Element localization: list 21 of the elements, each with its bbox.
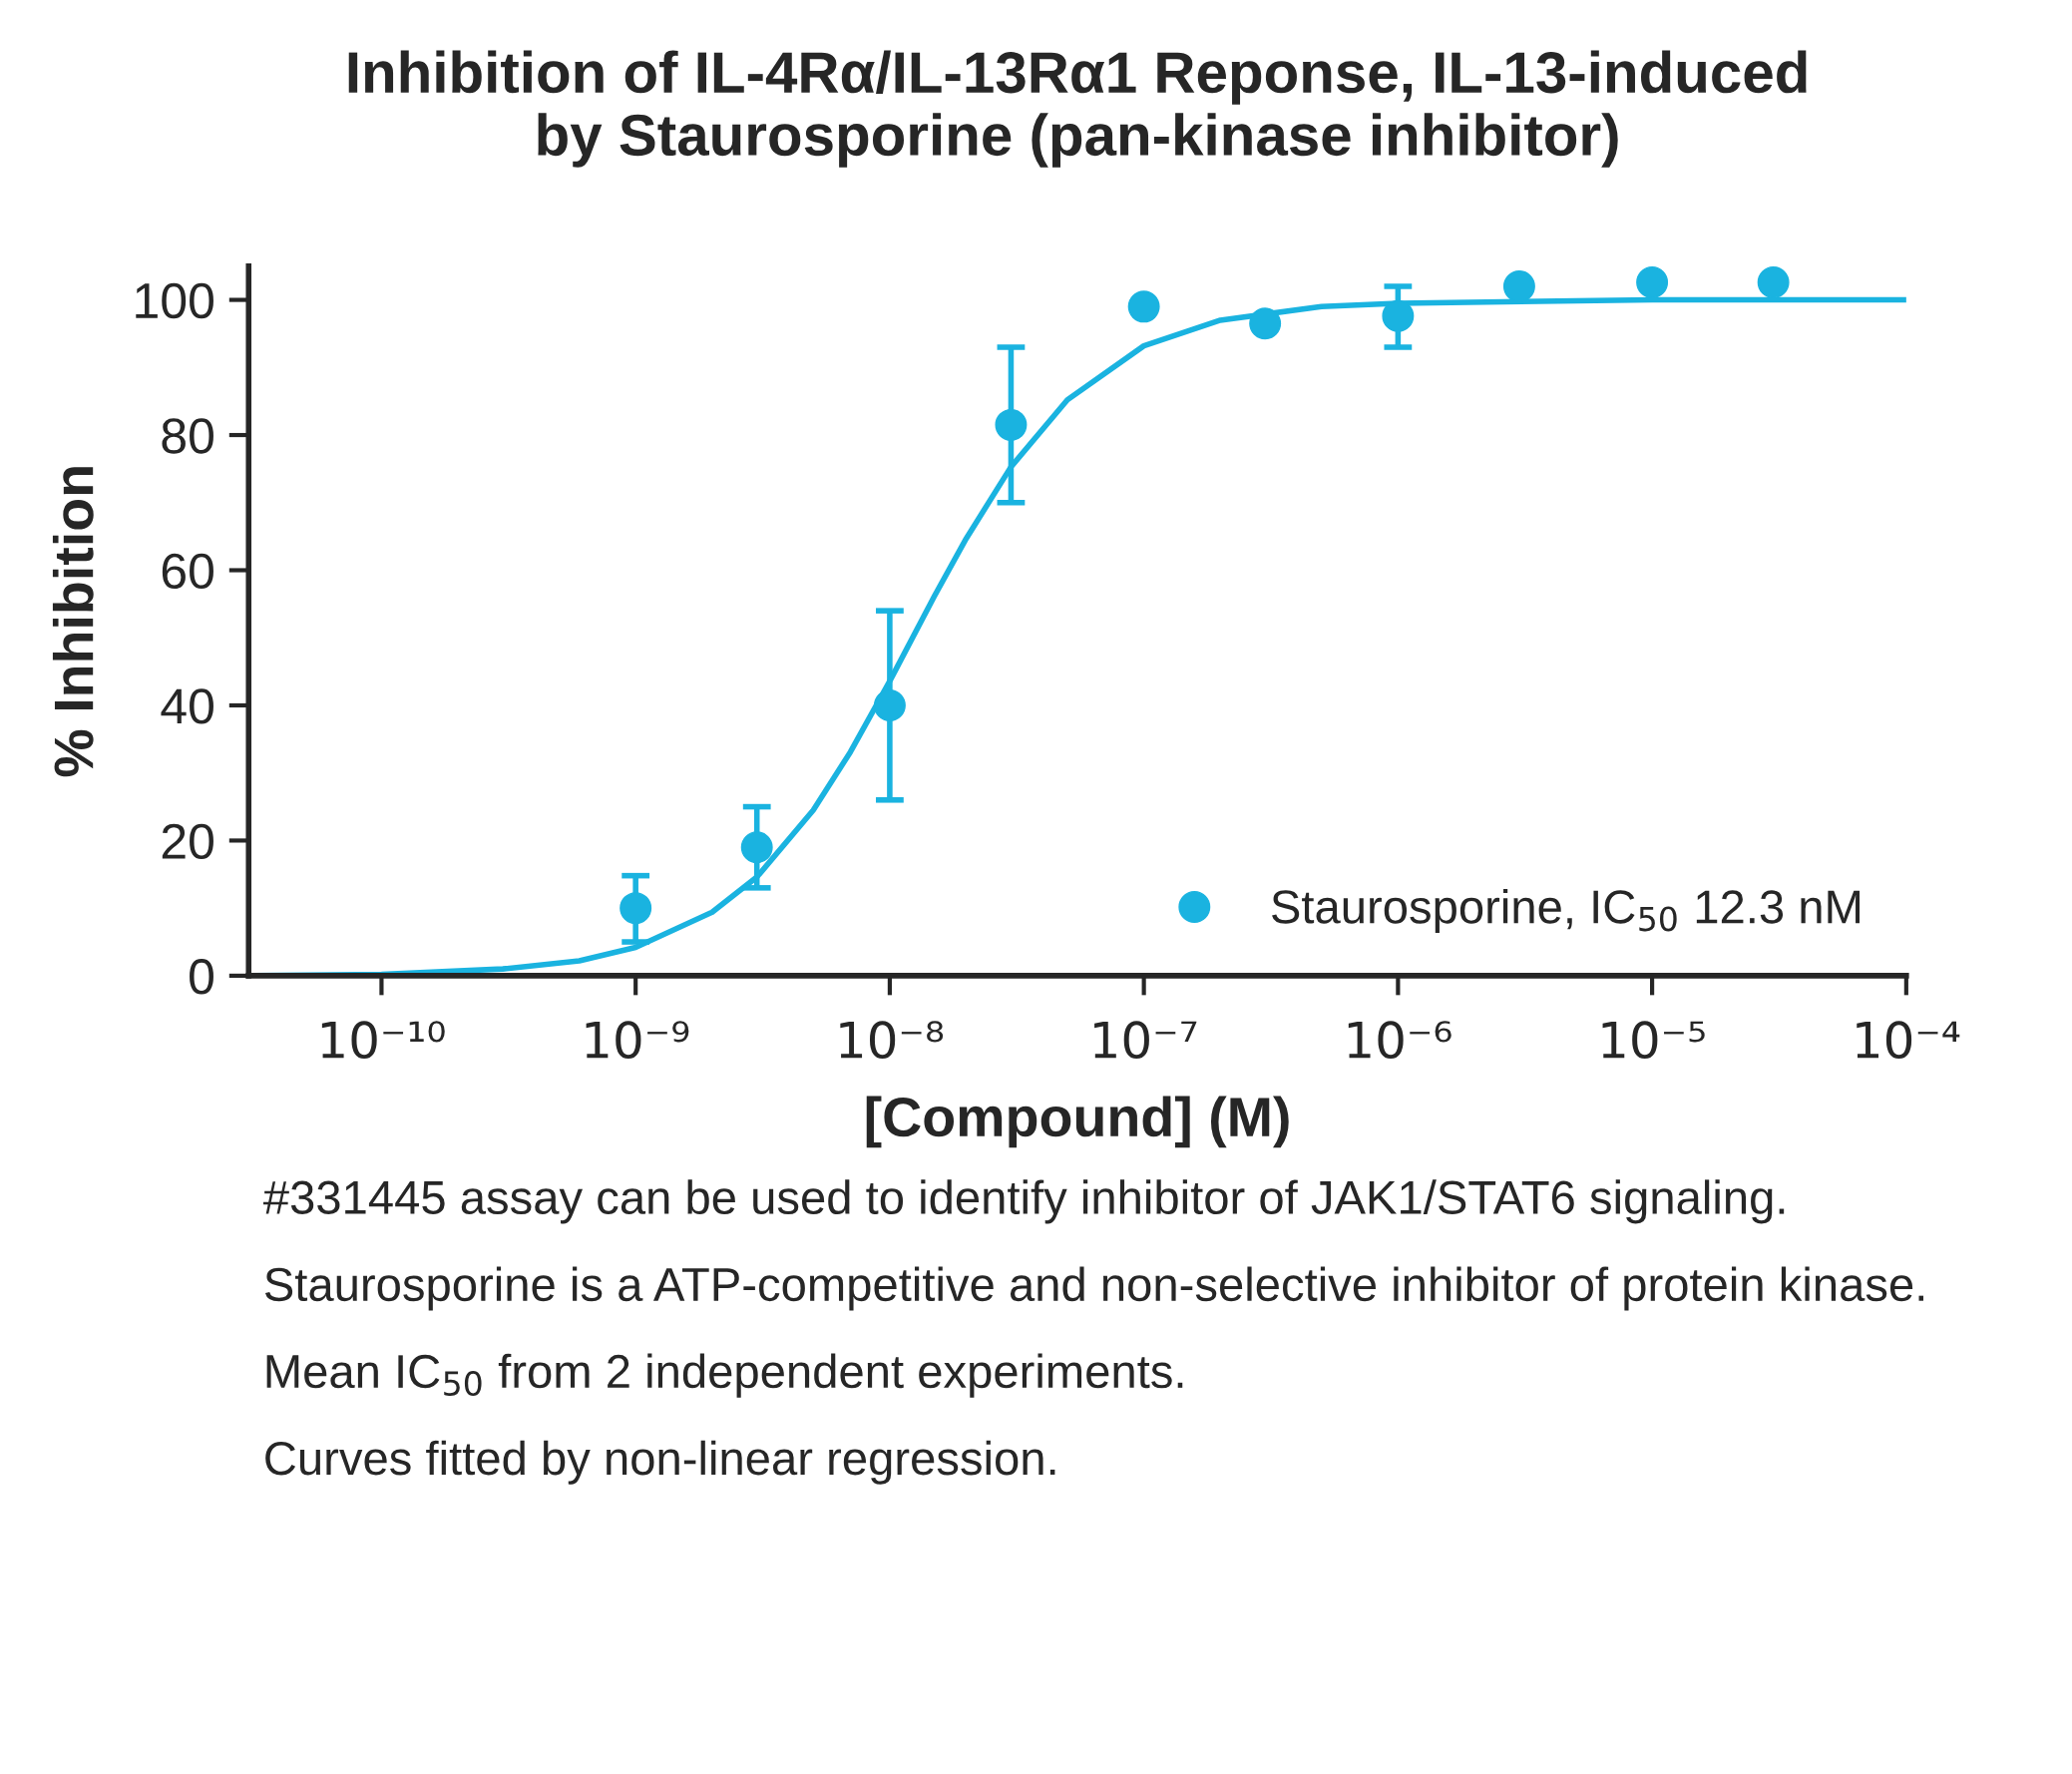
chart-title: Inhibition of IL-4Rα/IL-13Rα1 Reponse, IL-13-induced by Staurosporine (pan-kinase inhibitor) <box>348 50 1807 168</box>
x-tick-label: 10⁻⁴ <box>1857 1021 1960 1060</box>
text: #331445 assay can be used to identify inhibitor of JAK1/STAT6 signaling. <box>262 1179 1785 1224</box>
x-tick-label: 10⁻⁶ <box>1348 1021 1451 1060</box>
x-tick-label: 10⁻⁸ <box>840 1021 944 1060</box>
x-tick-label: 10⁻¹⁰ <box>321 1021 445 1060</box>
y-tick-label: 80 <box>162 418 213 454</box>
x-tick-label: 10⁻⁹ <box>586 1021 689 1060</box>
y-tick-label: 40 <box>161 688 213 724</box>
text: Staurosporine is a ATP-competitive and non-selective inhibitor of protein kinase. <box>264 1266 1924 1311</box>
y-tick-label: 0 <box>190 959 213 995</box>
x-tick-label: 10⁻⁵ <box>1602 1021 1705 1060</box>
legend-label: Staurosporine, IC$_{50}$ 12.3 nM <box>1272 889 1861 934</box>
x-axis-title: [Compound] (M) <box>866 1096 1289 1148</box>
text: Mean IC$_{50}$ from 2 independent experiments. <box>266 1353 1183 1398</box>
y-tick-label: 100 <box>136 282 213 319</box>
text: Curves fitted by non-linear regression. <box>265 1440 1055 1485</box>
x-tick-label: 10⁻⁷ <box>1094 1021 1197 1060</box>
y-tick-label: 60 <box>162 553 213 590</box>
y-tick-label: 20 <box>162 823 213 860</box>
y-axis-title: % Inhibition <box>52 467 94 777</box>
